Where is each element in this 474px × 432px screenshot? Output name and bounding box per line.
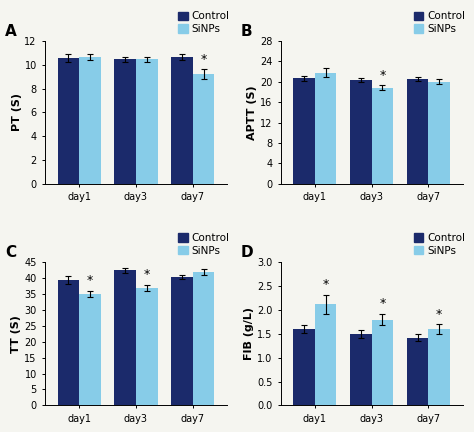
Bar bbox=[193, 74, 214, 184]
Bar bbox=[372, 320, 393, 405]
Bar bbox=[407, 79, 428, 184]
Y-axis label: PT (S): PT (S) bbox=[11, 93, 22, 131]
Bar bbox=[57, 58, 79, 184]
Legend: Control, SiNPs: Control, SiNPs bbox=[413, 10, 466, 35]
Bar bbox=[114, 270, 136, 405]
Bar bbox=[171, 277, 193, 405]
Bar bbox=[79, 294, 101, 405]
Bar bbox=[136, 59, 157, 184]
Bar bbox=[171, 57, 193, 184]
Bar bbox=[293, 78, 315, 184]
Text: *: * bbox=[379, 69, 385, 82]
Bar bbox=[136, 288, 157, 405]
Text: *: * bbox=[379, 297, 385, 310]
Bar bbox=[114, 59, 136, 184]
Bar bbox=[372, 88, 393, 184]
Text: A: A bbox=[5, 24, 17, 39]
Bar bbox=[428, 329, 450, 405]
Y-axis label: FIB (g/L): FIB (g/L) bbox=[244, 308, 254, 360]
Legend: Control, SiNPs: Control, SiNPs bbox=[413, 232, 466, 257]
Bar bbox=[79, 57, 101, 184]
Bar bbox=[350, 334, 372, 405]
Y-axis label: TT (S): TT (S) bbox=[11, 315, 21, 353]
Bar bbox=[315, 73, 337, 184]
Bar bbox=[193, 272, 214, 405]
Text: B: B bbox=[241, 24, 252, 39]
Y-axis label: APTT (S): APTT (S) bbox=[247, 85, 257, 140]
Text: C: C bbox=[5, 245, 16, 260]
Bar bbox=[407, 338, 428, 405]
Text: *: * bbox=[201, 53, 207, 66]
Bar bbox=[293, 329, 315, 405]
Text: *: * bbox=[144, 268, 150, 281]
Text: *: * bbox=[436, 308, 442, 321]
Text: *: * bbox=[87, 274, 93, 287]
Bar bbox=[350, 80, 372, 184]
Bar bbox=[315, 305, 337, 405]
Bar bbox=[428, 82, 450, 184]
Legend: Control, SiNPs: Control, SiNPs bbox=[177, 10, 231, 35]
Bar bbox=[57, 280, 79, 405]
Legend: Control, SiNPs: Control, SiNPs bbox=[177, 232, 231, 257]
Text: D: D bbox=[241, 245, 253, 260]
Text: *: * bbox=[322, 278, 328, 291]
